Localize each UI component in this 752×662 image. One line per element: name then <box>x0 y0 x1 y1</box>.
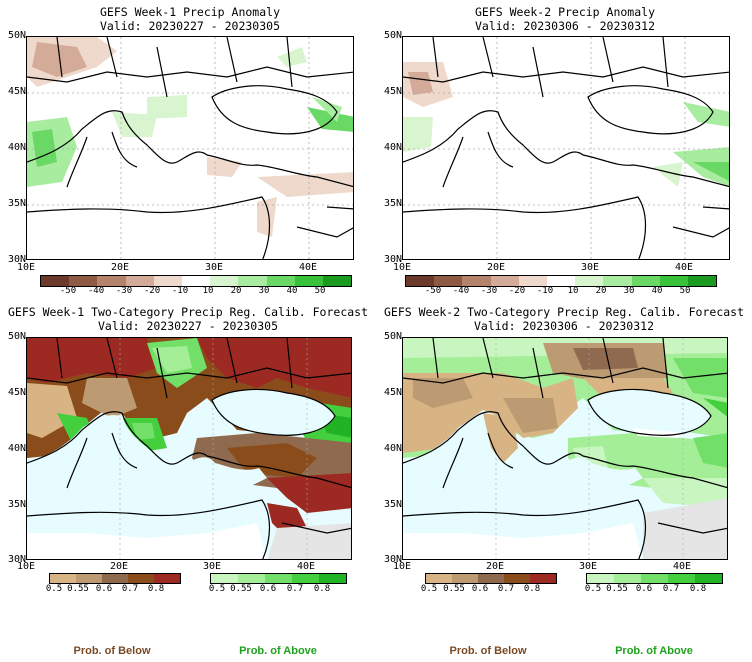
map4-lon-30: 30E <box>578 561 598 572</box>
cb4-tick: 0.8 <box>313 584 331 594</box>
map3-lon-30: 30E <box>202 561 222 572</box>
map4-lat-35: 35N <box>383 499 402 510</box>
cb5-tick: 0.5 <box>420 584 438 594</box>
map1-lon-30: 30E <box>204 262 224 273</box>
map3-lat-40: 40N <box>7 443 26 454</box>
cb2-tick: -20 <box>508 286 526 296</box>
cb2-tick: 40 <box>651 286 663 296</box>
map4-lon-20: 20E <box>485 561 505 572</box>
cb1-tick: 10 <box>202 286 214 296</box>
map2-lat-30: 30N <box>383 254 402 265</box>
map3-lat-35: 35N <box>7 499 26 510</box>
map1-lat-45: 45N <box>7 86 26 97</box>
map3-lat-50: 50N <box>7 331 26 342</box>
map1-lat-50: 50N <box>7 30 26 41</box>
colorbar-week1-below <box>49 573 181 584</box>
label-prob-below-week1: Prob. of Below <box>73 645 151 657</box>
cb1-tick: 30 <box>258 286 270 296</box>
panel4-title: GEFS Week-2 Two-Category Precip Reg. Cal… <box>383 305 745 333</box>
panel3-title: GEFS Week-1 Two-Category Precip Reg. Cal… <box>7 305 369 333</box>
map-week1-anomaly <box>26 36 354 260</box>
colorbar-anomaly-week2 <box>405 275 717 287</box>
colorbar-anomaly-week1 <box>40 275 352 287</box>
cb1-tick: -40 <box>87 286 105 296</box>
map2-lat-35: 35N <box>383 198 402 209</box>
map1-lat-35: 35N <box>7 198 26 209</box>
cb2-tick: -30 <box>480 286 498 296</box>
cb5-tick: 0.6 <box>471 584 489 594</box>
map4-lon-10: 10E <box>392 561 412 572</box>
map3-lat-45: 45N <box>7 387 26 398</box>
map-week1-prob <box>26 337 352 560</box>
cb2-tick: 50 <box>679 286 691 296</box>
map2-lat-45: 45N <box>383 86 402 97</box>
label-prob-below-week2: Prob. of Below <box>449 645 527 657</box>
map2-lon-40: 40E <box>674 262 694 273</box>
map2-lon-10: 10E <box>392 262 412 273</box>
panel2-title: GEFS Week-2 Precip Anomaly Valid: 2023030… <box>474 5 655 33</box>
map1-lon-10: 10E <box>16 262 36 273</box>
map1-lon-20: 20E <box>110 262 130 273</box>
colorbar-week2-below <box>425 573 557 584</box>
cb3-tick: 0.7 <box>121 584 139 594</box>
map3-lon-40: 40E <box>296 561 316 572</box>
label-prob-above-week1: Prob. of Above <box>239 645 317 657</box>
map4-lat-45: 45N <box>383 387 402 398</box>
cb1-tick: 20 <box>230 286 242 296</box>
panel1-title: GEFS Week-1 Precip Anomaly Valid: 2023022… <box>99 5 280 33</box>
cb4-tick: 0.55 <box>230 584 252 594</box>
map-week2-prob <box>402 337 728 560</box>
cb1-tick: -50 <box>59 286 77 296</box>
cb2-tick: 20 <box>595 286 607 296</box>
map4-lat-50: 50N <box>383 331 402 342</box>
cb3-tick: 0.5 <box>45 584 63 594</box>
map1-lat-30: 30N <box>7 254 26 265</box>
map1-lon-40: 40E <box>298 262 318 273</box>
cb1-tick: 40 <box>286 286 298 296</box>
cb4-tick: 0.5 <box>208 584 226 594</box>
cb6-tick: 0.7 <box>662 584 680 594</box>
cb3-tick: 0.55 <box>67 584 89 594</box>
map1-lat-40: 40N <box>7 142 26 153</box>
cb4-tick: 0.7 <box>286 584 304 594</box>
cb3-tick: 0.6 <box>95 584 113 594</box>
cb5-tick: 0.55 <box>443 584 465 594</box>
label-prob-above-week2: Prob. of Above <box>615 645 693 657</box>
map3-lon-20: 20E <box>109 561 129 572</box>
cb6-tick: 0.5 <box>584 584 602 594</box>
map4-lat-40: 40N <box>383 443 402 454</box>
cb1-tick: 50 <box>314 286 326 296</box>
cb2-tick: 30 <box>623 286 635 296</box>
cb6-tick: 0.55 <box>606 584 628 594</box>
map4-lat-30: 30N <box>383 554 402 565</box>
map2-lon-30: 30E <box>580 262 600 273</box>
colorbar-week2-above <box>586 573 723 584</box>
cb2-tick: -10 <box>536 286 554 296</box>
map4-lon-40: 40E <box>672 561 692 572</box>
cb1-tick: -10 <box>171 286 189 296</box>
map3-lon-10: 10E <box>16 561 36 572</box>
cb5-tick: 0.7 <box>497 584 515 594</box>
map3-lat-30: 30N <box>7 554 26 565</box>
map2-lat-40: 40N <box>383 142 402 153</box>
cb1-tick: -20 <box>143 286 161 296</box>
cb6-tick: 0.8 <box>689 584 707 594</box>
cb6-tick: 0.6 <box>635 584 653 594</box>
cb2-tick: 10 <box>567 286 579 296</box>
cb3-tick: 0.8 <box>147 584 165 594</box>
cb1-tick: -30 <box>115 286 133 296</box>
cb4-tick: 0.6 <box>259 584 277 594</box>
cb5-tick: 0.8 <box>523 584 541 594</box>
cb2-tick: -40 <box>452 286 470 296</box>
map2-lon-20: 20E <box>486 262 506 273</box>
colorbar-week1-above <box>210 573 347 584</box>
cb2-tick: -50 <box>424 286 442 296</box>
map2-lat-50: 50N <box>383 30 402 41</box>
map-week2-anomaly <box>402 36 730 260</box>
